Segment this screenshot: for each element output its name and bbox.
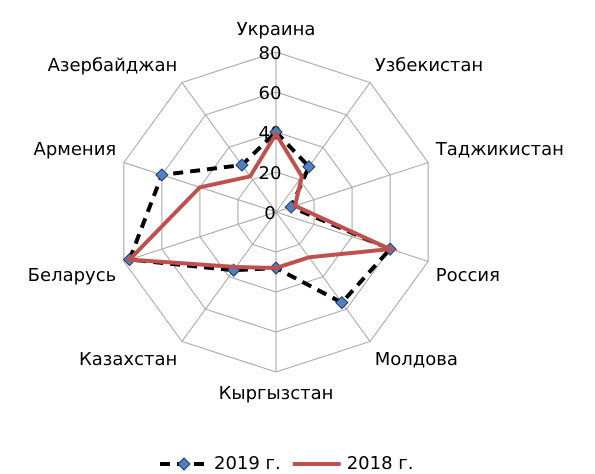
- spoke: [275, 82, 371, 213]
- spoke: [275, 211, 371, 342]
- marker: [302, 159, 316, 174]
- category-label: Молдова: [375, 349, 458, 370]
- legend-marker: [177, 457, 191, 471]
- marker: [335, 295, 349, 310]
- category-label: Россия: [436, 265, 500, 286]
- series: [125, 130, 398, 271]
- category-label: Беларусь: [28, 265, 117, 286]
- marker: [235, 158, 249, 172]
- spoke: [181, 211, 277, 342]
- category-label: Армения: [34, 139, 117, 160]
- radial-tick-label: 0: [264, 203, 275, 224]
- category-label: Кыргызстан: [219, 383, 334, 404]
- radial-tick-label: 20: [259, 163, 282, 184]
- spoke: [275, 211, 429, 262]
- category-label: Украина: [237, 19, 316, 40]
- spoke: [123, 211, 277, 262]
- marker: [155, 168, 169, 182]
- category-label: Казахстан: [79, 349, 177, 370]
- series-line: [125, 130, 398, 271]
- spoke: [181, 82, 277, 213]
- legend-label: 2018 г.: [347, 453, 414, 474]
- category-label: Таджикистан: [435, 139, 564, 160]
- spoke: [275, 162, 429, 213]
- radial-tick-label: 80: [259, 43, 282, 64]
- category-label: Азербайджан: [48, 55, 178, 76]
- radial-tick-label: 60: [259, 83, 282, 104]
- category-label: Узбекистан: [375, 55, 483, 76]
- legend-label: 2019 г.: [214, 453, 281, 474]
